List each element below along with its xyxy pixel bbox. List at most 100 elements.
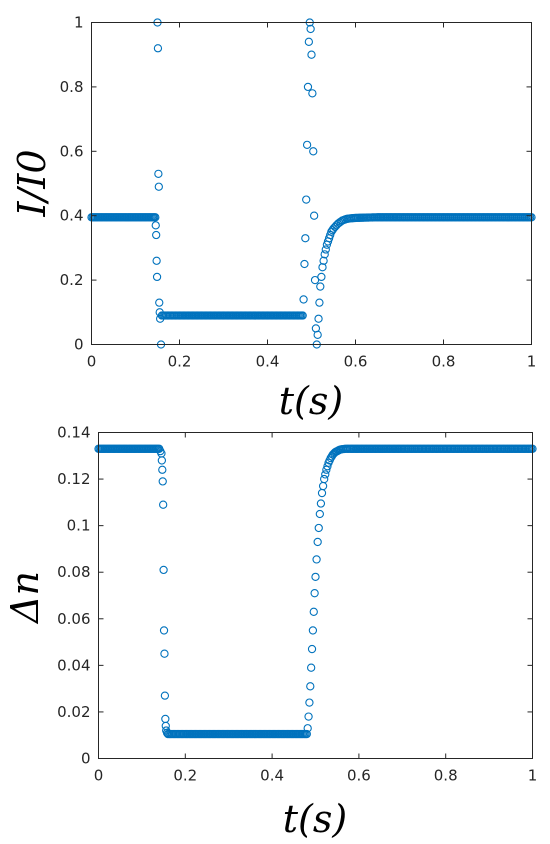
y-tick-label: 0.4 [60, 207, 84, 225]
x-tick-label: 0.6 [347, 767, 371, 785]
data-point [319, 256, 328, 265]
data-point [310, 275, 320, 285]
data-point [314, 314, 323, 323]
y-tick-label: 0 [74, 336, 84, 354]
data-point [318, 481, 328, 491]
data-point [151, 221, 160, 230]
x-axis-label-delta-n: t(s) [283, 797, 347, 841]
y-tick-labels-intensity: 0 0.2 0.4 0.6 0.8 1 [60, 14, 84, 354]
data-point [309, 607, 318, 616]
y-tick-label: 0.02 [57, 703, 90, 721]
data-point [307, 663, 316, 672]
data-point [317, 272, 326, 282]
y-tick-label: 0.04 [57, 656, 90, 674]
ticks-intensity [91, 22, 532, 345]
data-point [307, 644, 317, 654]
y-tick-label: 0.1 [67, 517, 91, 535]
data-point [152, 272, 162, 282]
data-point [159, 626, 169, 635]
ticks-delta-n [98, 432, 533, 759]
data-point [160, 649, 169, 658]
y-tick-label: 0.8 [60, 78, 84, 96]
data-point [308, 89, 317, 98]
data-point [160, 691, 170, 700]
data-point [157, 456, 167, 465]
data-point [161, 714, 170, 724]
data-point [309, 147, 318, 156]
y-tick-labels-delta-n: 0 0.02 0.04 0.06 0.08 0.1 0.12 0.14 [57, 424, 90, 768]
data-point [158, 477, 167, 486]
y-axis-label-delta-n: Δn [3, 571, 47, 625]
data-point [152, 230, 161, 240]
y-tick-label: 0.08 [57, 563, 90, 581]
data-point [313, 537, 322, 547]
x-tick-label: 0.2 [168, 353, 192, 371]
y-tick-label: 0.06 [57, 610, 90, 628]
data-point [310, 589, 319, 598]
data-point [316, 282, 325, 291]
data-point [304, 37, 314, 46]
data-point [315, 509, 324, 519]
data-point [159, 500, 168, 509]
x-tick-label: 0.6 [344, 353, 368, 371]
x-tick-label: 0 [94, 767, 104, 785]
data-point [316, 499, 326, 508]
x-axis-label-intensity: t(s) [279, 379, 343, 423]
y-tick-label: 1 [74, 14, 84, 32]
data-point [320, 250, 329, 259]
x-tick-label: 0 [87, 353, 97, 371]
points-delta-n [94, 444, 537, 739]
data-point [321, 245, 330, 254]
data-point [312, 555, 321, 564]
y-tick-label: 0.12 [57, 470, 90, 488]
data-point [302, 195, 311, 204]
axes-frame-intensity [91, 22, 532, 345]
data-point [298, 311, 307, 320]
data-point [154, 169, 163, 178]
x-tick-label: 0.8 [434, 767, 458, 785]
axes-frame-delta-n [98, 432, 533, 759]
y-tick-label: 0.6 [60, 142, 84, 160]
data-point [151, 213, 160, 222]
panel-delta-n: 0 0.2 0.4 0.6 0.8 1 00.020.040.060.080.10.120… [3, 424, 537, 842]
data-point [152, 256, 161, 265]
x-tick-label: 0.2 [173, 767, 197, 785]
y-tick-label: 0.2 [60, 271, 84, 289]
data-point [313, 330, 322, 339]
data-point [153, 44, 163, 53]
x-tick-label: 1 [528, 767, 538, 785]
x-tick-label: 0.8 [432, 353, 456, 371]
data-point [320, 474, 329, 484]
data-point [309, 211, 319, 220]
data-point [317, 488, 327, 498]
data-point [303, 82, 313, 92]
y-tick-label: 0 [81, 750, 91, 768]
data-point [308, 626, 318, 635]
data-point [158, 465, 167, 474]
data-point [301, 234, 310, 243]
x-tick-label: 1 [527, 353, 537, 371]
data-point [303, 724, 312, 733]
data-point [315, 298, 324, 307]
points-intensity [87, 18, 536, 349]
x-tick-label: 0.4 [260, 767, 284, 785]
x-tick-labels-intensity: 0 0.2 0.4 0.6 0.8 1 [87, 353, 537, 371]
data-point [305, 698, 314, 707]
data-point [314, 523, 323, 533]
data-point [311, 572, 320, 582]
data-point [306, 682, 315, 691]
data-point [304, 712, 313, 721]
data-point [300, 259, 309, 269]
y-tick-label: 0.14 [57, 424, 90, 442]
data-point [299, 295, 308, 304]
data-point [323, 462, 332, 471]
y-axis-label-intensity: I/I0 [10, 149, 54, 217]
data-point [302, 140, 312, 150]
data-point [321, 470, 330, 479]
data-point [159, 565, 168, 575]
data-point [318, 263, 327, 272]
x-tick-label: 0.4 [256, 353, 280, 371]
data-point [302, 729, 311, 739]
data-point [155, 298, 164, 307]
